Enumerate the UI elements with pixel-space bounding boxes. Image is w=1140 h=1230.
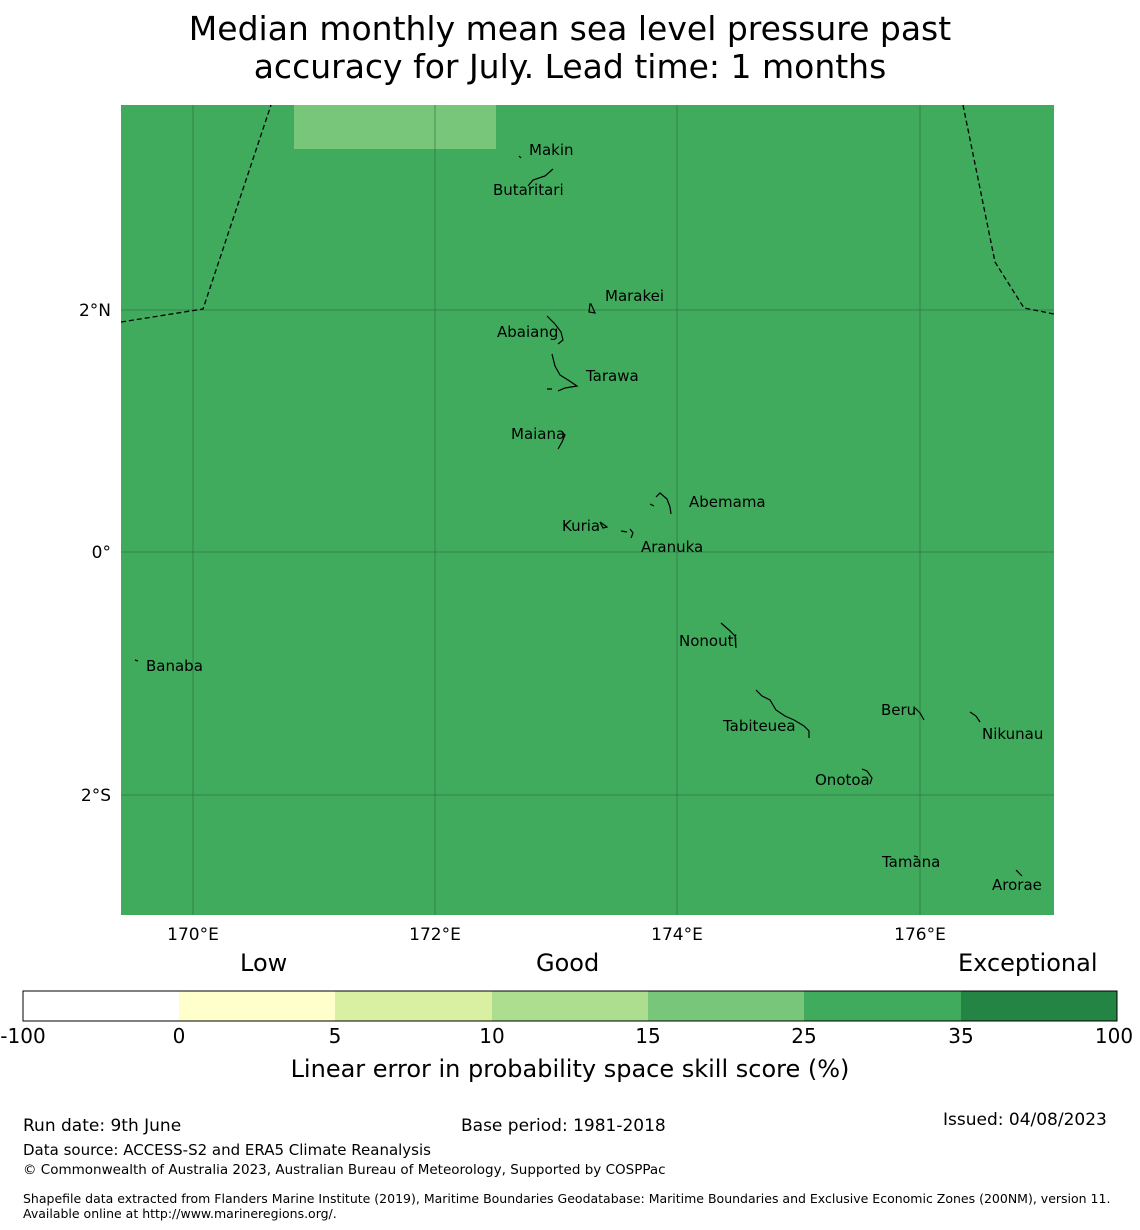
map-title: Median monthly mean sea level pressure p… (0, 10, 1140, 86)
island-outline-aranuka (620, 528, 634, 539)
gridlines (121, 105, 1054, 915)
island-label: Nikunau (982, 725, 1043, 743)
colorbar-tick-label: 35 (948, 1024, 974, 1048)
lon-tick-label: 170°E (167, 925, 219, 945)
colorbar-tick-label: 15 (635, 1024, 661, 1048)
island-label: Marakei (605, 287, 664, 305)
colorbar-axis-label: Linear error in probability space skill … (290, 1055, 850, 1083)
island-labels: Makin Butaritari Marakei Abaiang Tarawa … (146, 141, 1043, 894)
island-label: Kuria (562, 517, 600, 535)
colorbar-segment (179, 991, 335, 1021)
island-label: Arorae (992, 876, 1042, 894)
data-source: Data source: ACCESS-S2 and ERA5 Climate … (23, 1141, 431, 1159)
eez-boundary-east (962, 104, 1055, 315)
island-label: Makin (529, 141, 574, 159)
eez-boundaries (120, 104, 1055, 323)
island-outline-nonouti (720, 622, 737, 649)
island-outline-onotoa (861, 768, 873, 785)
lat-tick-label: 2°N (79, 301, 111, 321)
island-label: Beru (881, 701, 916, 719)
skill-patch (294, 105, 496, 149)
island-label: Abemama (689, 493, 766, 511)
colorbar-tick-label: 10 (479, 1024, 505, 1048)
island-label: Tamana (881, 853, 940, 871)
colorbar-tick-label: 5 (328, 1024, 342, 1048)
colorbar (22, 990, 1118, 1022)
island-outline-maiana (557, 430, 566, 450)
lon-tick-label: 176°E (894, 925, 946, 945)
issued-date: Issued: 04/08/2023 (943, 1110, 1107, 1130)
eez-boundary-west (120, 104, 272, 323)
colorbar-header-exceptional: Exceptional (958, 949, 1098, 977)
title-line-1: Median monthly mean sea level pressure p… (188, 9, 952, 48)
colorbar-tick-label: -100 (0, 1024, 46, 1048)
island-label: Maiana (511, 425, 565, 443)
island-outline-abemama (649, 492, 672, 515)
colorbar-segment (23, 991, 179, 1021)
island-outline-tamana (913, 855, 919, 858)
colorbar-segment (335, 991, 492, 1021)
copyright: © Commonwealth of Australia 2023, Austra… (23, 1162, 666, 1178)
island-label: Abaiang (497, 323, 558, 341)
island-label: Tarawa (585, 367, 639, 385)
island-outline-tarawa (547, 353, 579, 392)
colorbar-header-low: Low (240, 949, 288, 977)
island-outlines (134, 155, 1023, 877)
island-label: Aranuka (641, 538, 703, 556)
island-outline-abaiang (546, 315, 564, 345)
colorbar-header-good: Good (536, 949, 600, 977)
colorbar-segment (492, 991, 648, 1021)
island-label: Banaba (146, 657, 203, 675)
island-outline-nikunau (969, 711, 981, 723)
island-label: Butaritari (493, 181, 564, 199)
axis-labels: 170°E 172°E 174°E 176°E 2°N 0° 2°S (79, 301, 946, 945)
island-outline-arorae (1015, 869, 1023, 877)
island-label: Onotoa (815, 771, 870, 789)
run-date: Run date: 9th June (23, 1116, 182, 1136)
colorbar-frame (22, 990, 1118, 1022)
base-period: Base period: 1981-2018 (461, 1116, 666, 1136)
lat-tick-label: 0° (92, 543, 111, 563)
colorbar-segment (648, 991, 804, 1021)
colorbar-tick-label: 100 (1094, 1024, 1134, 1048)
map-area (121, 105, 1054, 915)
lon-tick-label: 172°E (409, 925, 461, 945)
colorbar-segment (804, 991, 961, 1021)
lat-tick-label: 2°S (81, 786, 111, 806)
colorbar-tick-label: 25 (791, 1024, 817, 1048)
island-outline-marakei (588, 303, 597, 314)
island-outline-tabiteuea (755, 689, 810, 738)
island-outline-beru (914, 707, 925, 721)
island-outline-banaba (134, 659, 139, 662)
island-outline-makin (518, 155, 522, 159)
island-outline-butaritari (527, 168, 554, 187)
island-label: Tabiteuea (722, 717, 796, 735)
island-label: Nonouti (679, 632, 738, 650)
shapefile-credit: Shapefile data extracted from Flanders M… (23, 1191, 1111, 1221)
colorbar-tick-label: 0 (172, 1024, 186, 1048)
title-line-2: accuracy for July. Lead time: 1 months (253, 47, 887, 86)
island-outline-kuria (599, 521, 609, 529)
colorbar-segment (961, 991, 1117, 1021)
lon-tick-label: 174°E (651, 925, 703, 945)
